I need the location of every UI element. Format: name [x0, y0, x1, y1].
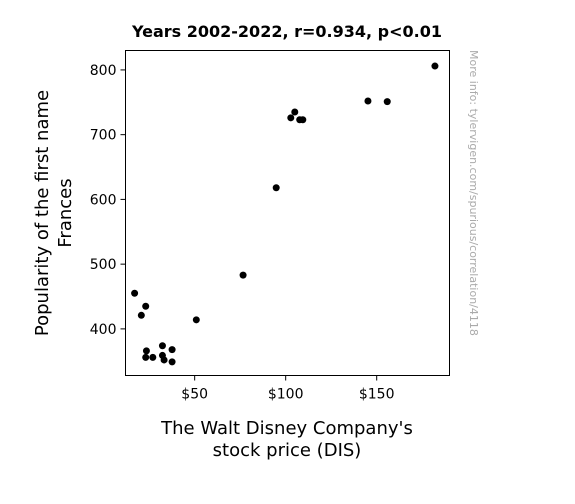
x-tick-label: $150 [359, 387, 395, 403]
data-point [192, 316, 200, 324]
data-points [131, 62, 439, 366]
data-point [272, 184, 280, 192]
x-axis-label-line-1: The Walt Disney Company's [160, 418, 413, 439]
data-point [131, 289, 139, 297]
data-point [168, 346, 176, 354]
y-axis-ticks: 400 500 600 700 800 [90, 63, 126, 338]
data-point [383, 98, 391, 106]
data-point [149, 353, 157, 361]
data-point [299, 116, 307, 124]
source-watermark: More info: tylervigen.com/spurious/corre… [467, 50, 480, 336]
data-point [168, 358, 176, 366]
y-axis-label-line-1: Popularity of the first name [32, 90, 53, 336]
data-point [364, 97, 372, 105]
x-axis-label-line-2: stock price (DIS) [213, 440, 362, 461]
y-tick-label: 500 [90, 257, 117, 273]
data-point [239, 271, 247, 279]
y-tick-label: 800 [90, 63, 117, 79]
x-axis-ticks: $50 $100 $150 [181, 375, 395, 403]
data-point [287, 114, 295, 122]
y-tick-label: 600 [90, 192, 117, 208]
data-point [142, 347, 150, 355]
data-point [431, 62, 439, 70]
data-point [142, 353, 150, 361]
plot-area [125, 50, 450, 376]
y-tick-label: 400 [90, 322, 117, 338]
x-tick-label: $50 [181, 387, 208, 403]
y-axis-label-line-2: Frances [55, 178, 76, 247]
y-tick-label: 700 [90, 128, 117, 144]
chart-title: Years 2002-2022, r=0.934, p<0.01 [131, 22, 442, 41]
data-point [142, 302, 150, 310]
data-point [137, 311, 145, 319]
x-tick-label: $100 [268, 387, 304, 403]
data-point [160, 356, 168, 364]
data-point [291, 108, 299, 116]
data-point [158, 342, 166, 350]
